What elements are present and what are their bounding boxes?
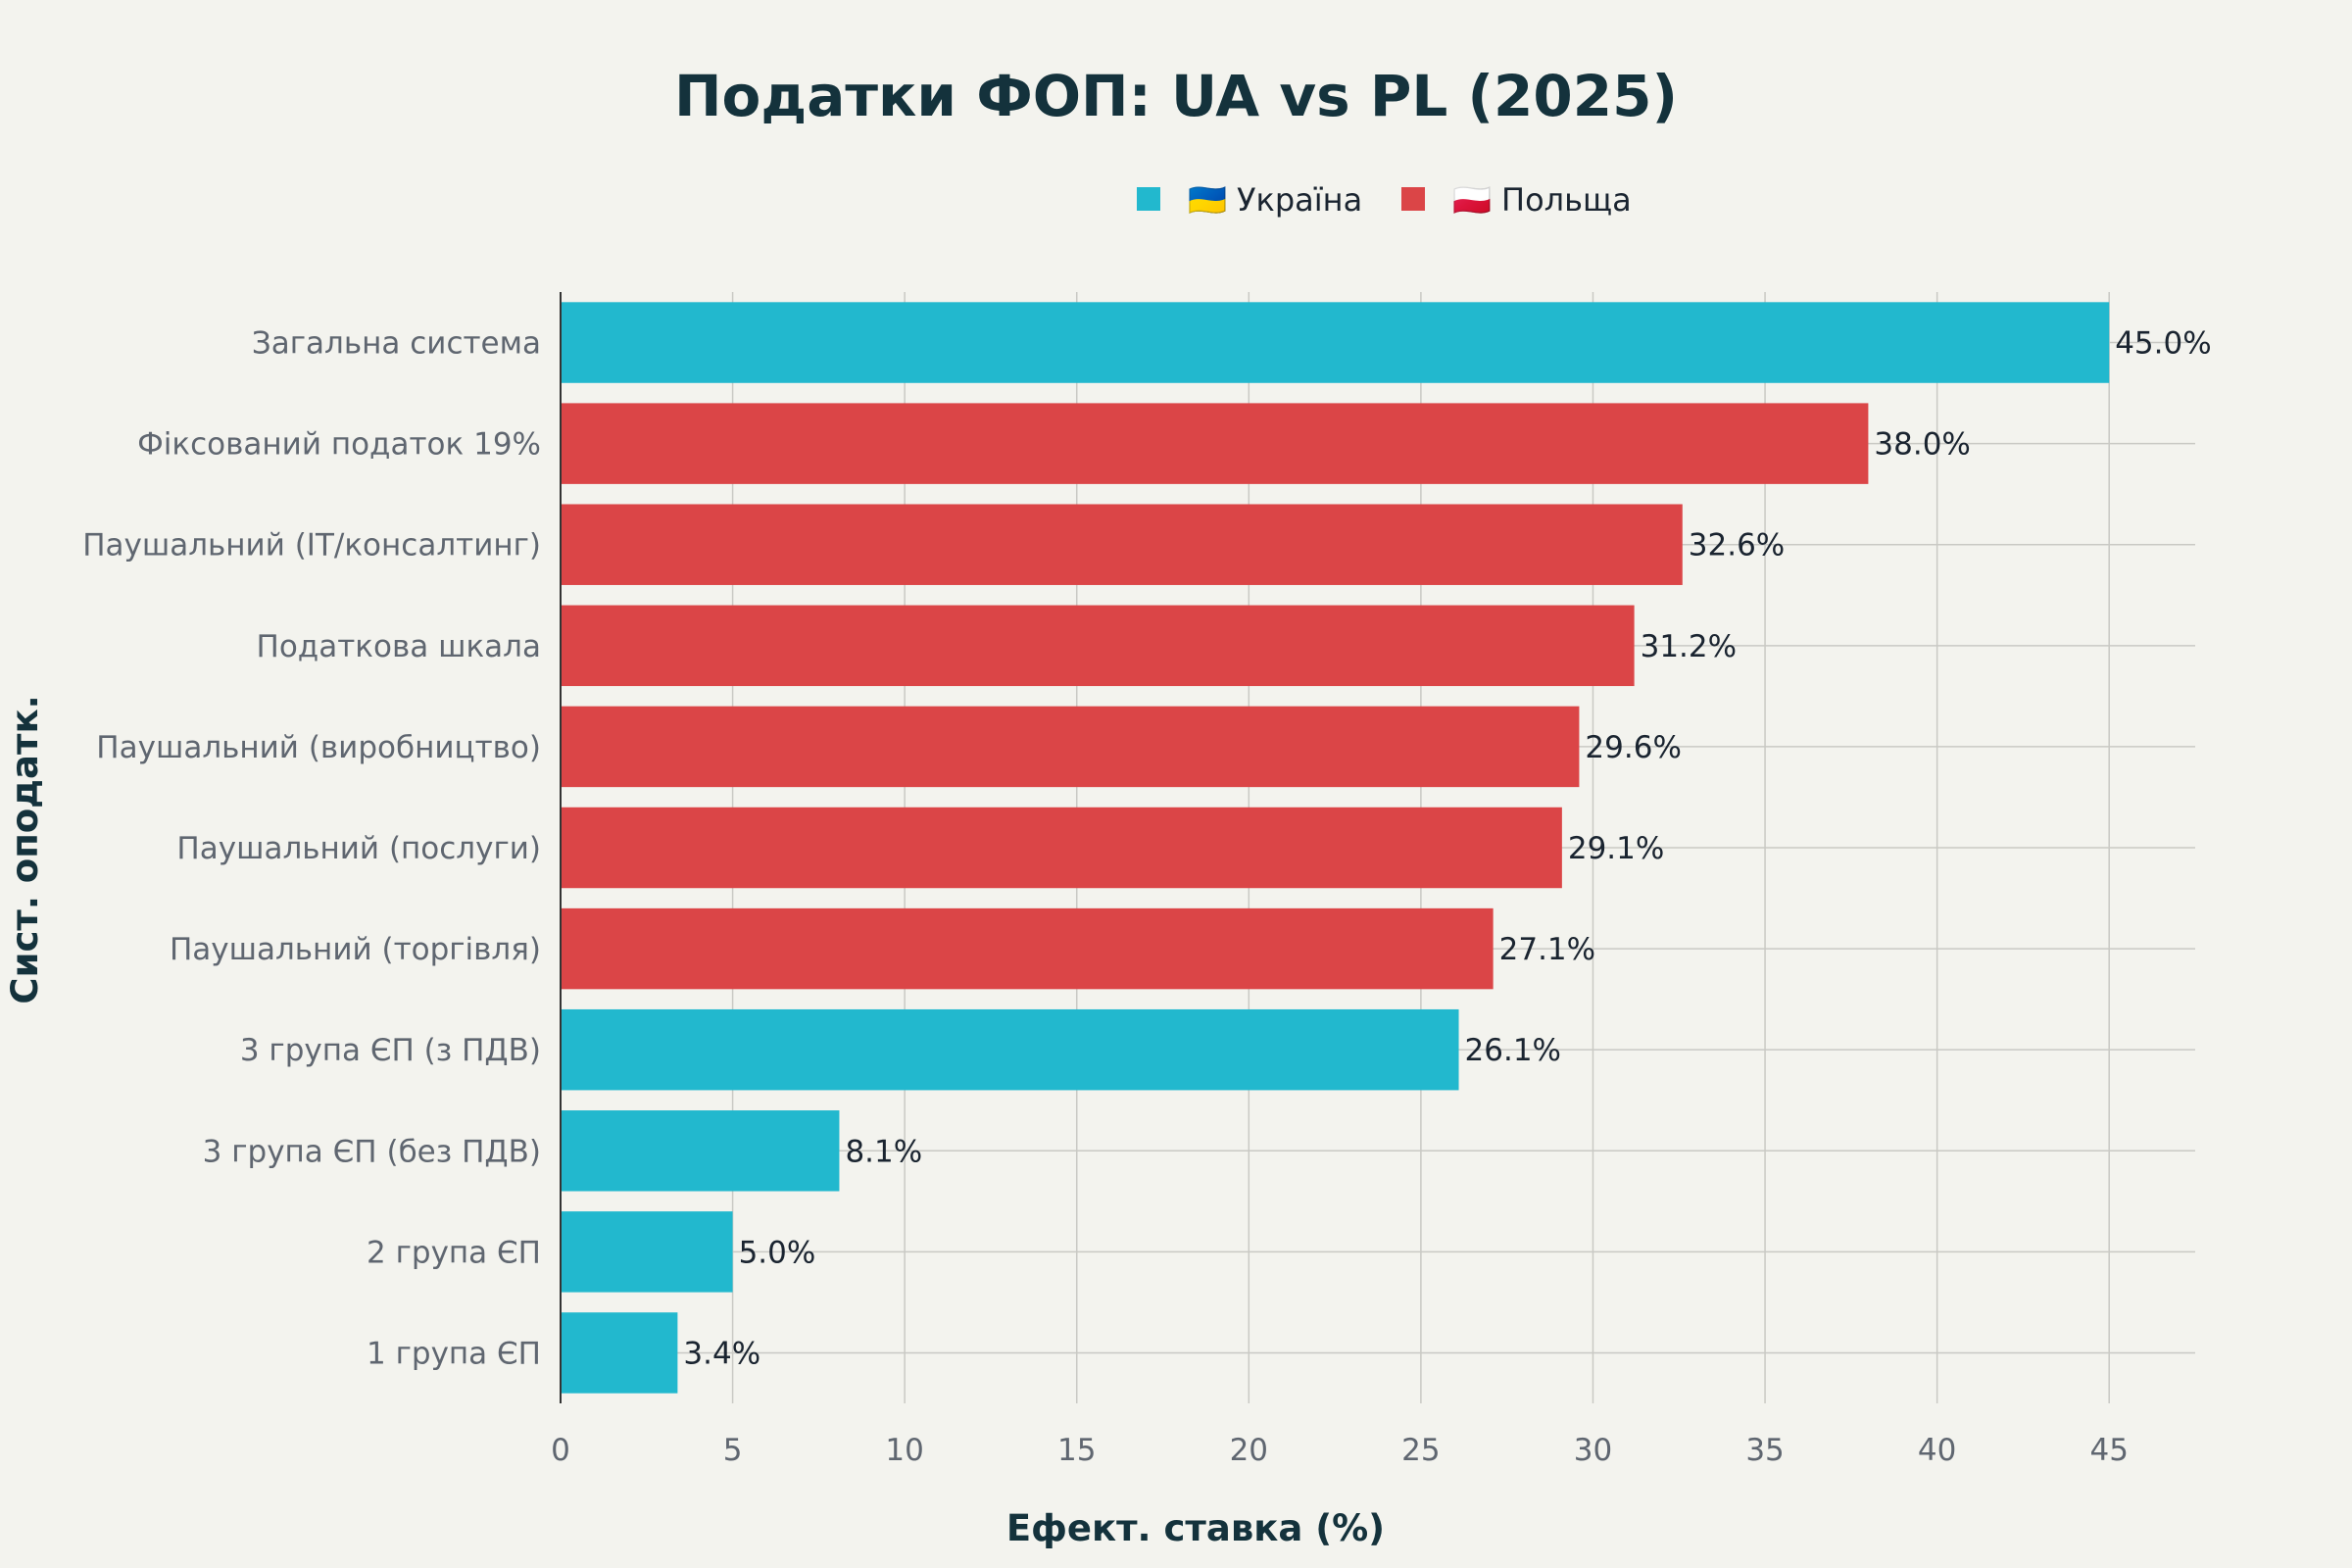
x-tick-label-3: 15	[1057, 1433, 1096, 1468]
x-axis-title: Ефект. ставка (%)	[1006, 1507, 1385, 1549]
bar-7	[561, 1008, 1459, 1091]
bar-10	[561, 1312, 678, 1394]
bar-3	[561, 605, 1635, 687]
data-labels: 45.0% 38.0% 32.6% 31.2% 29.6% 29.1% 27.1% 26.1%…	[683, 326, 2211, 1372]
x-tick-label-2: 10	[885, 1433, 923, 1468]
y-axis-title: Сист. оподатк.	[4, 695, 46, 1004]
bar-0	[561, 302, 2110, 383]
data-label-3: 31.2%	[1641, 629, 1737, 664]
x-tick-label-1: 5	[723, 1433, 743, 1468]
category-labels: Загальна система Фіксований податок 19% Па…	[82, 326, 541, 1372]
category-label-6: Паушальний (торгівля)	[170, 932, 541, 967]
x-tick-label-9: 45	[2089, 1433, 2128, 1468]
data-label-8: 8.1%	[845, 1134, 922, 1169]
data-label-6: 27.1%	[1499, 932, 1595, 967]
legend-label-1: 🇵🇱 Польща	[1452, 181, 1632, 219]
data-label-1: 38.0%	[1874, 427, 1970, 463]
x-tick-label-8: 40	[1918, 1433, 1956, 1468]
data-label-9: 5.0%	[739, 1235, 816, 1270]
bar-9	[561, 1211, 733, 1293]
category-label-5: Паушальний (послуги)	[176, 831, 541, 866]
data-label-2: 32.6%	[1689, 528, 1785, 564]
category-label-7: 3 група ЄП (з ПДВ)	[240, 1033, 541, 1068]
bar-2	[561, 504, 1683, 585]
chart-title: Податки ФОП: UA vs PL (2025)	[674, 63, 1678, 129]
bars	[561, 302, 2110, 1394]
legend-label-0: 🇺🇦 Україна	[1188, 181, 1362, 219]
bar-5	[561, 807, 1562, 889]
x-tick-label-6: 30	[1574, 1433, 1612, 1468]
data-label-10: 3.4%	[683, 1336, 760, 1371]
legend-swatch-1	[1401, 187, 1425, 211]
category-label-3: Податкова шкала	[257, 629, 541, 664]
data-label-5: 29.1%	[1568, 831, 1664, 866]
x-tick-label-7: 35	[1745, 1433, 1784, 1468]
data-label-7: 26.1%	[1465, 1033, 1561, 1068]
category-label-9: 2 група ЄП	[367, 1235, 541, 1270]
category-label-0: Загальна система	[252, 326, 541, 362]
legend: 🇺🇦 Україна 🇵🇱 Польща	[1137, 181, 1632, 219]
x-tick-label-0: 0	[551, 1433, 570, 1468]
category-label-8: 3 група ЄП (без ПДВ)	[203, 1134, 541, 1169]
bar-4	[561, 706, 1580, 788]
x-tick-label-5: 25	[1401, 1433, 1440, 1468]
data-label-4: 29.6%	[1585, 730, 1681, 765]
category-label-10: 1 група ЄП	[367, 1336, 541, 1371]
x-tick-labels: 0 5 10 15 20 25 30 35 40 45	[551, 1433, 2129, 1468]
bar-6	[561, 907, 1494, 990]
category-label-1: Фіксований податок 19%	[137, 427, 541, 463]
x-tick-label-4: 20	[1230, 1433, 1268, 1468]
bar-1	[561, 403, 1869, 484]
data-label-0: 45.0%	[2115, 326, 2211, 362]
legend-swatch-0	[1137, 187, 1160, 211]
bar-8	[561, 1110, 840, 1192]
category-label-2: Паушальний (IT/консалтинг)	[82, 528, 541, 564]
category-label-4: Паушальний (виробництво)	[96, 730, 541, 765]
